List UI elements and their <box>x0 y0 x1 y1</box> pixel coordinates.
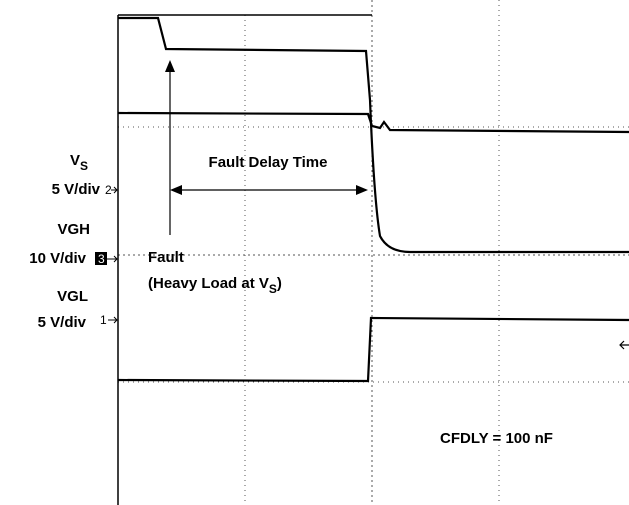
channel-scale: 5 V/div <box>38 314 87 331</box>
arrowhead <box>356 185 368 195</box>
capacitor-label: CFDLY = 100 nF <box>440 430 553 447</box>
channel-marker: 3 <box>98 252 105 266</box>
channel-labels: VS 5 V/div 2 VGH 10 V/div 3 VGL 5 V/div … <box>29 152 118 331</box>
trace-vgh <box>118 16 629 254</box>
channel-marker: 1 <box>100 313 107 327</box>
delay-label: Fault Delay Time <box>209 154 328 171</box>
channel-marker: 2 <box>105 183 112 197</box>
channel-name: VGH <box>57 221 90 238</box>
trigger-arrow <box>619 340 629 350</box>
annotations: Fault Delay Time Fault (Heavy Load at VS… <box>148 60 629 447</box>
marker-box <box>95 252 107 265</box>
trace-vs <box>117 111 629 134</box>
fault-label: Fault <box>148 249 184 266</box>
trace-vgl <box>117 316 629 383</box>
arrowhead <box>170 185 182 195</box>
channel-scale: 10 V/div <box>29 250 86 267</box>
channel-name: VS <box>70 152 88 173</box>
grid <box>117 0 629 505</box>
channel-name: VGL <box>57 288 88 305</box>
channel-scale: 5 V/div <box>52 181 101 198</box>
fault-detail: (Heavy Load at VS) <box>148 275 282 296</box>
marker-arrows <box>107 186 118 324</box>
waveforms <box>117 16 629 383</box>
arrowhead <box>165 60 175 72</box>
